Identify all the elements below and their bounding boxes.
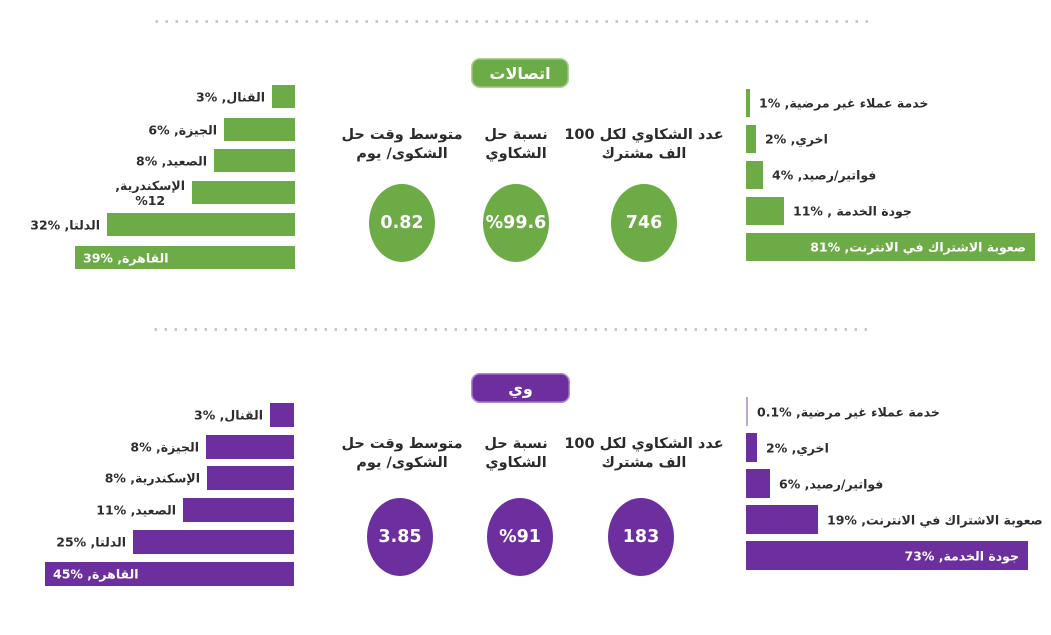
kpi-title-complaints-per-100k: عدد الشكاوي لكل 100 الف مشترك <box>564 127 724 162</box>
category-bar-label: اخري, %2 <box>766 440 829 455</box>
kpi-circle-resolution-rate: %99.6 <box>483 184 549 262</box>
category-bar: صعوبة الاشتراك في الانترنت, %81 <box>746 233 1035 261</box>
category-bar <box>746 469 770 498</box>
kpi-circle-avg-resolution-time: 3.85 <box>367 498 433 576</box>
region-bar <box>207 466 294 490</box>
region-bar <box>270 403 294 427</box>
kpi-value: %99.6 <box>485 213 547 233</box>
kpi-title-complaints-per-100k: عدد الشكاوي لكل 100 الف مشترك <box>564 436 724 471</box>
region-bar-label: القنال, %3 <box>196 89 265 104</box>
region-bar <box>192 181 295 204</box>
category-bar <box>746 125 756 153</box>
category-bar <box>746 433 757 462</box>
provider-badge: وي <box>471 373 570 403</box>
kpi-title-resolution-rate: نسبة حل الشكاوي <box>484 127 548 162</box>
region-bar-label: الصعيد, %8 <box>135 153 207 168</box>
kpi-circle-resolution-rate: %91 <box>487 498 553 576</box>
kpi-title-resolution-rate: نسبة حل الشكاوي <box>484 436 548 471</box>
region-bar-label: الدلتا, %32 <box>30 217 100 232</box>
category-bar: جودة الخدمة, %73 <box>746 541 1028 570</box>
category-bar-label: خدمة عملاء غير مرضية, %1 <box>759 95 929 111</box>
region-bar-label: القنال, %3 <box>194 407 263 423</box>
kpi-value: 746 <box>625 213 663 233</box>
region-bar-label: الإسكندرية, %8 <box>104 470 200 486</box>
category-bar-label: صعوبة الاشتراك في الانترنت, %81 <box>810 239 1026 255</box>
category-bar-label: فواتير/رصيد, %4 <box>772 167 877 183</box>
kpi-title-avg-resolution-time: متوسط وقت حل الشكوى/ يوم <box>341 436 463 471</box>
region-bar-label: الصعيد, %11 <box>96 502 176 518</box>
region-bar <box>107 213 295 236</box>
kpi-value: 0.82 <box>380 213 424 233</box>
category-bar <box>746 397 748 426</box>
category-bar-label: صعوبة الاشتراك في الانترنت, %19 <box>827 512 1043 527</box>
region-bar <box>224 118 295 141</box>
region-bar: القاهرة, %45 <box>45 562 294 586</box>
kpi-circle-complaints-per-100k: 183 <box>608 498 674 576</box>
region-bar <box>206 435 294 459</box>
provider-badge: اتصالات <box>471 58 569 88</box>
region-bar-label: الدلتا, %25 <box>56 534 126 550</box>
kpi-value: %91 <box>499 527 541 547</box>
region-bar-label: القاهرة, %45 <box>53 566 139 582</box>
dotted-divider-middle <box>151 328 867 331</box>
region-bar-label: الجيزة, %6 <box>148 122 217 137</box>
kpi-title-avg-resolution-time: متوسط وقت حل الشكوى/ يوم <box>341 127 463 162</box>
category-bar-label: فواتير/رصيد, %6 <box>779 476 884 491</box>
category-bar <box>746 505 818 534</box>
region-bar <box>183 498 294 522</box>
category-bar <box>746 89 750 117</box>
category-bar-label: اخري, %2 <box>765 131 828 147</box>
kpi-circle-avg-resolution-time: 0.82 <box>369 184 435 262</box>
kpi-value: 3.85 <box>378 527 422 547</box>
region-bar-label: الجيزة, %8 <box>130 439 199 455</box>
region-bar <box>133 530 294 554</box>
region-bar <box>272 85 295 108</box>
category-bar-label: جودة الخدمة, %73 <box>904 548 1019 563</box>
kpi-value: 183 <box>622 527 660 547</box>
category-bar-label: خدمة عملاء غير مرضية, %0.1 <box>757 404 940 419</box>
kpi-circle-complaints-per-100k: 746 <box>611 184 677 262</box>
region-bar <box>214 149 295 172</box>
region-bar-label: القاهرة, %39 <box>83 250 169 265</box>
category-bar-label: جودة الخدمة , %11 <box>793 203 912 219</box>
region-bar: القاهرة, %39 <box>75 246 295 269</box>
region-bar-label: الإسكندرية, %12 <box>115 177 185 208</box>
category-bar <box>746 197 784 225</box>
category-bar <box>746 161 763 189</box>
dotted-divider-top <box>152 20 868 23</box>
